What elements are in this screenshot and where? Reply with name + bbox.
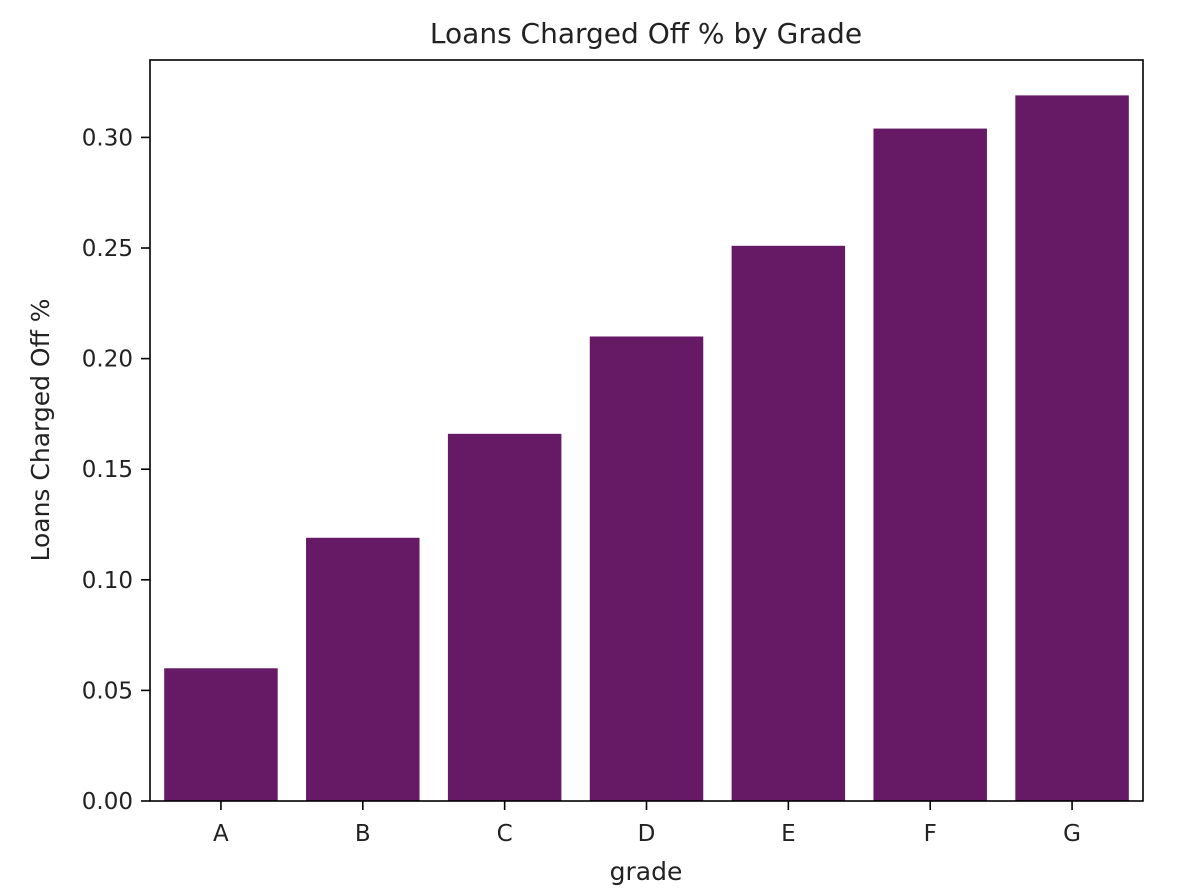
bars-layer [164,95,1129,802]
x-tick-label: F [924,821,937,847]
x-tick-label: A [213,821,229,847]
x-axis-label: grade [610,857,683,886]
y-tick-label: 0.00 [82,789,133,815]
x-tick-label: B [355,821,371,847]
x-axis: A B C D E F G [213,801,1081,847]
bar-F [873,128,987,801]
x-tick-label: E [781,821,796,847]
y-tick-label: 0.10 [82,568,133,594]
chart-title: Loans Charged Off % by Grade [430,17,862,50]
bar-B [306,537,420,801]
bar-E [731,245,846,802]
y-tick-label: 0.05 [82,678,133,704]
x-tick-label: D [638,821,656,847]
bar-A [164,668,278,801]
y-axis: 0.00 0.05 0.10 0.15 0.20 0.25 0.30 [82,125,150,815]
plot-frame [149,59,1144,802]
x-tick-label: C [497,821,513,847]
x-tick-label: G [1063,821,1081,847]
bar-G [1015,95,1129,801]
y-axis-label: Loans Charged Off % [26,298,55,561]
bar-D [589,336,704,801]
y-tick-label: 0.30 [82,125,133,151]
y-tick-label: 0.20 [82,347,133,373]
bar-C [447,433,562,801]
y-tick-label: 0.15 [82,457,133,483]
y-tick-label: 0.25 [82,236,133,262]
